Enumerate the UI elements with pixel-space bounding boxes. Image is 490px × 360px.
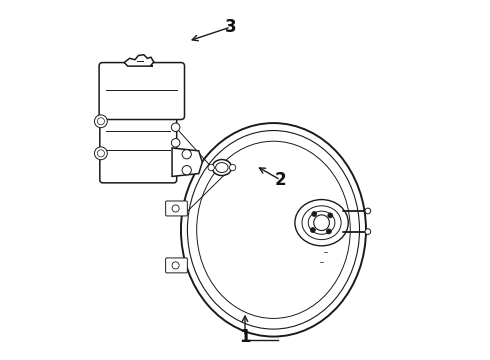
Circle shape <box>95 147 107 160</box>
Circle shape <box>314 215 329 230</box>
Ellipse shape <box>181 123 366 337</box>
Circle shape <box>312 211 317 216</box>
Ellipse shape <box>295 199 348 246</box>
Polygon shape <box>124 55 154 66</box>
FancyBboxPatch shape <box>166 258 187 273</box>
Circle shape <box>365 208 370 214</box>
Circle shape <box>172 123 180 131</box>
Ellipse shape <box>308 211 335 234</box>
FancyBboxPatch shape <box>100 109 177 183</box>
Circle shape <box>182 150 192 159</box>
Text: 2: 2 <box>275 171 286 189</box>
FancyBboxPatch shape <box>166 201 187 216</box>
Circle shape <box>328 213 333 218</box>
Circle shape <box>172 139 180 147</box>
Text: 3: 3 <box>225 18 237 36</box>
Ellipse shape <box>216 163 228 172</box>
Circle shape <box>98 118 104 125</box>
Circle shape <box>172 262 179 269</box>
Text: 1: 1 <box>239 328 251 346</box>
Circle shape <box>229 165 236 171</box>
Circle shape <box>95 115 107 128</box>
Polygon shape <box>172 148 202 176</box>
Circle shape <box>208 165 215 171</box>
Ellipse shape <box>212 159 232 176</box>
Circle shape <box>365 229 370 234</box>
Ellipse shape <box>302 206 341 240</box>
Circle shape <box>98 150 104 157</box>
FancyBboxPatch shape <box>99 63 185 120</box>
Circle shape <box>326 229 331 234</box>
Circle shape <box>182 166 192 175</box>
Circle shape <box>172 205 179 212</box>
Circle shape <box>310 228 316 233</box>
